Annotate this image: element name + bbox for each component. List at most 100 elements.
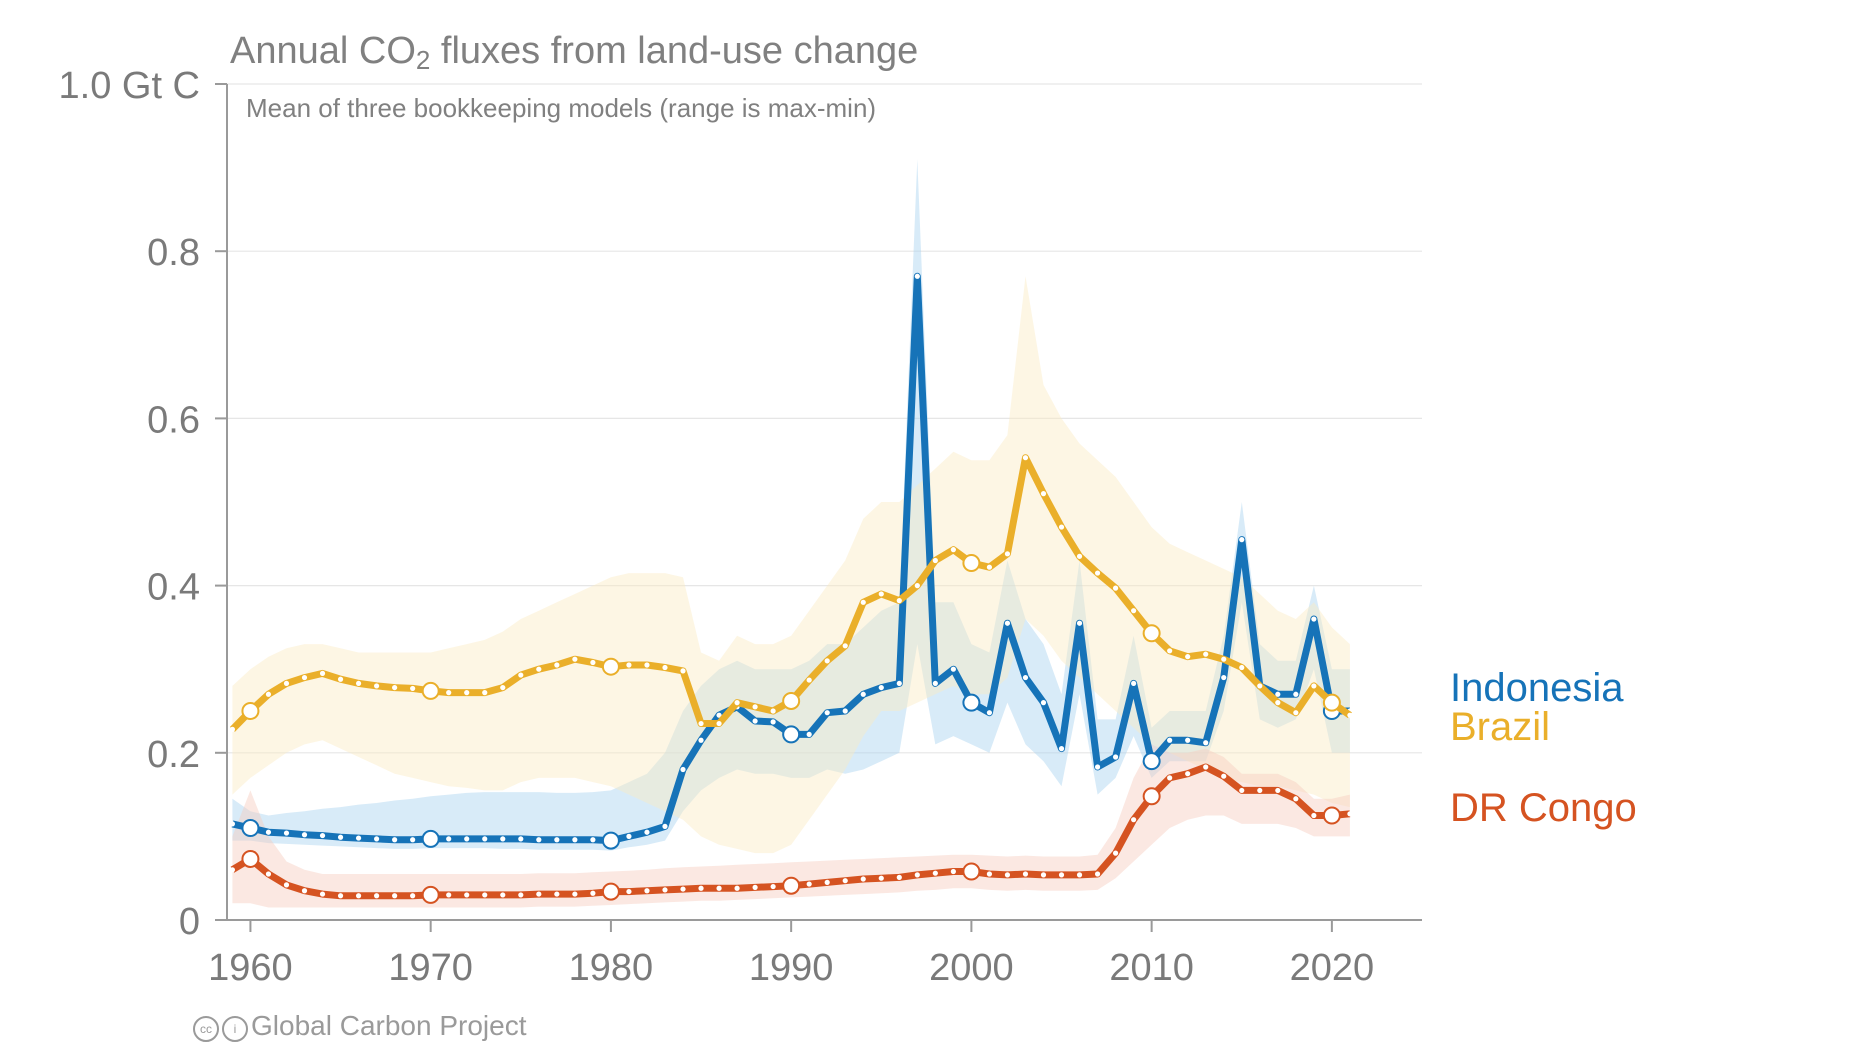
data-point — [1311, 812, 1317, 819]
data-point — [932, 680, 938, 687]
data-point — [1040, 872, 1047, 878]
data-point — [752, 884, 758, 890]
range-band — [232, 276, 1350, 854]
data-point — [421, 829, 440, 848]
data-point — [986, 564, 993, 570]
data-point — [734, 885, 740, 891]
data-point — [1040, 491, 1047, 497]
data-point — [590, 890, 596, 896]
series-lines — [229, 272, 1353, 904]
data-point — [716, 712, 722, 718]
data-point — [734, 700, 740, 706]
data-point — [301, 674, 308, 681]
data-point — [1322, 693, 1341, 712]
data-point — [1076, 553, 1083, 559]
data-point — [860, 876, 866, 882]
data-point — [572, 891, 578, 897]
data-point — [662, 887, 668, 893]
data-point — [482, 690, 488, 696]
data-point — [626, 888, 632, 895]
y-tick-label: 0.4 — [147, 567, 200, 609]
data-point — [446, 892, 452, 898]
data-point — [1257, 683, 1263, 689]
data-point — [1142, 752, 1161, 771]
data-point — [1004, 620, 1011, 626]
x-tick-label: 2020 — [1290, 947, 1375, 989]
data-point — [782, 876, 801, 895]
data-point — [914, 872, 920, 878]
y-tick-label: 0.2 — [147, 734, 200, 776]
data-point — [1239, 787, 1245, 794]
data-point — [421, 885, 440, 904]
data-point — [392, 837, 398, 843]
data-point — [1112, 754, 1119, 760]
data-point — [644, 829, 650, 835]
data-point — [554, 837, 560, 843]
data-point — [590, 837, 596, 843]
data-point — [590, 659, 596, 666]
data-point — [824, 658, 830, 664]
data-point — [962, 862, 981, 881]
data-point — [662, 664, 668, 671]
range-band — [232, 744, 1350, 908]
data-point — [1094, 871, 1101, 877]
data-point — [1131, 817, 1137, 823]
data-point — [752, 718, 758, 724]
range-bands — [232, 159, 1350, 908]
data-point — [392, 893, 398, 899]
data-point — [241, 819, 260, 838]
data-point — [355, 893, 362, 899]
data-point — [374, 836, 380, 842]
data-point — [860, 599, 866, 605]
data-point — [770, 708, 776, 714]
x-tick-label: 2000 — [929, 947, 1014, 989]
data-point — [319, 670, 326, 676]
y-tick-label: 1.0 Gt C — [59, 65, 201, 107]
data-point — [464, 836, 470, 842]
data-point — [301, 832, 308, 838]
data-point — [1112, 850, 1119, 856]
data-point — [1311, 683, 1317, 689]
data-point — [770, 883, 776, 890]
by-icon: i — [222, 1016, 248, 1042]
data-point — [698, 885, 704, 891]
data-point — [932, 870, 938, 876]
data-point — [1094, 570, 1101, 576]
data-point — [446, 690, 452, 696]
data-point — [482, 836, 488, 842]
data-point — [554, 891, 560, 897]
data-point — [601, 657, 620, 676]
data-point — [824, 710, 830, 716]
data-point — [1275, 691, 1281, 697]
data-point — [962, 554, 981, 573]
data-point — [1058, 872, 1065, 878]
data-point — [464, 892, 470, 898]
data-point — [410, 893, 416, 899]
data-point — [1076, 872, 1083, 878]
data-point — [698, 720, 704, 727]
data-point — [1142, 624, 1161, 643]
data-point — [842, 878, 848, 884]
data-point — [241, 849, 260, 868]
data-point — [1131, 608, 1137, 614]
data-point — [1167, 775, 1173, 781]
data-point — [1022, 455, 1029, 461]
data-point — [1221, 773, 1227, 779]
data-point — [410, 685, 416, 692]
data-point — [644, 888, 650, 894]
data-point — [1275, 700, 1281, 706]
data-point — [986, 710, 993, 716]
data-point — [716, 720, 722, 727]
cc-icon: cc — [193, 1016, 219, 1042]
data-point — [446, 836, 452, 842]
data-point — [1131, 680, 1137, 687]
x-tick-label: 1970 — [388, 947, 473, 989]
data-point — [601, 831, 620, 850]
data-point — [572, 837, 578, 843]
chart-subtitle: Mean of three bookkeeping models (range … — [246, 93, 877, 123]
data-point — [482, 892, 488, 898]
data-point — [860, 691, 866, 697]
data-point — [806, 677, 812, 683]
data-point — [1076, 620, 1083, 626]
data-point — [752, 704, 758, 710]
